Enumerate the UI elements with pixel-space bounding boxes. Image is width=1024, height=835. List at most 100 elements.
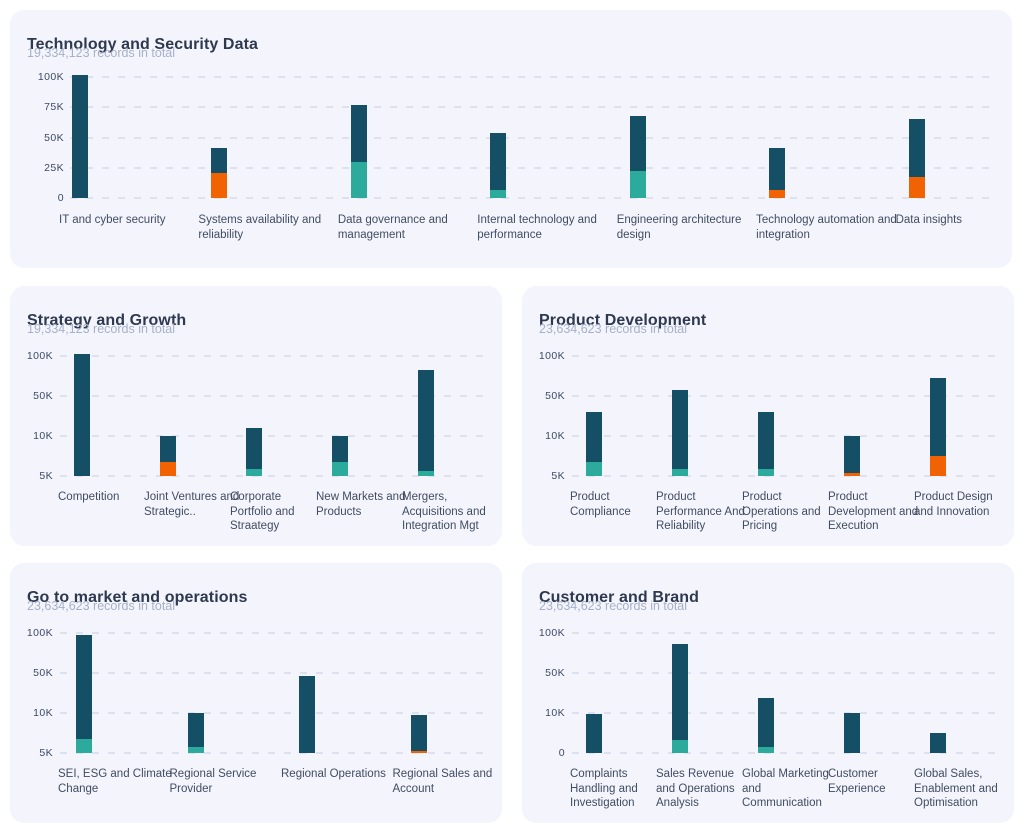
x-axis-category-label: Internal technology and performance bbox=[477, 214, 597, 241]
bar-segment[interactable] bbox=[769, 148, 786, 190]
bar-segment[interactable] bbox=[930, 378, 946, 456]
bar-segment[interactable] bbox=[490, 189, 507, 198]
bar-segment[interactable] bbox=[246, 468, 262, 476]
bar-segment[interactable] bbox=[160, 436, 176, 462]
bar-segment[interactable] bbox=[769, 189, 786, 198]
y-axis-tick-label: 50K bbox=[33, 667, 53, 679]
gridline bbox=[572, 395, 1002, 397]
bar-segment[interactable] bbox=[350, 161, 367, 198]
gridline bbox=[60, 752, 490, 754]
x-axis-category-label: Global Sales, Enablement and Optimisatio… bbox=[914, 768, 998, 810]
gridline bbox=[60, 395, 490, 397]
bar-segment[interactable] bbox=[211, 172, 228, 198]
bar-segment[interactable] bbox=[72, 74, 88, 198]
chart-subtitle: 23,634,623 records in total bbox=[539, 322, 688, 336]
bar-segment[interactable] bbox=[299, 676, 315, 753]
bar-segment[interactable] bbox=[76, 739, 92, 753]
x-axis-category-label: Complaints Handling and Investigation bbox=[570, 768, 638, 810]
gridline bbox=[572, 475, 1002, 477]
chart-plot-area: 5K 10K 50K 100K SEI, ESG and Climate Change R… bbox=[20, 563, 492, 823]
y-axis-tick-label: 100K bbox=[37, 71, 64, 83]
y-axis-tick-label: 10K bbox=[545, 707, 565, 719]
bar-segment[interactable] bbox=[758, 412, 774, 469]
bar-segment[interactable] bbox=[629, 171, 646, 198]
bar-segment[interactable] bbox=[160, 461, 176, 476]
bar-segment[interactable] bbox=[586, 714, 602, 753]
x-axis-category-label: Joint Ventures and Strategic.. bbox=[144, 491, 240, 518]
gridline bbox=[70, 106, 998, 109]
bar-segment[interactable] bbox=[758, 468, 774, 476]
chart-panel-technology-and-security-data: Technology and Security Data 19,334,123 … bbox=[10, 10, 1012, 268]
bar-segment[interactable] bbox=[586, 412, 602, 462]
gridline bbox=[60, 475, 490, 477]
y-axis-tick-label: 100K bbox=[26, 350, 53, 362]
bar-segment[interactable] bbox=[758, 746, 774, 753]
bar-segment[interactable] bbox=[672, 644, 688, 740]
bar-segment[interactable] bbox=[418, 471, 434, 476]
y-axis-tick-label: 50K bbox=[545, 390, 565, 402]
bar-segment[interactable] bbox=[410, 714, 427, 751]
y-axis-tick-label: 100K bbox=[538, 350, 565, 362]
y-axis-tick-label: 5K bbox=[39, 747, 53, 759]
bar-segment[interactable] bbox=[758, 698, 774, 747]
chart-panel-strategy-and-growth: Strategy and Growth 19,334,123 records i… bbox=[10, 286, 502, 546]
x-axis-category-label: Regional Service Provider bbox=[169, 768, 257, 795]
x-axis-category-label: Engineering architecture design bbox=[616, 214, 742, 241]
x-axis-category-label: Data insights bbox=[895, 214, 963, 226]
chart-subtitle: 19,334,123 records in total bbox=[27, 322, 176, 336]
chart-title: Technology and Security Data bbox=[27, 36, 258, 54]
x-axis-category-label: New Markets and Products bbox=[316, 491, 406, 518]
bar-segment[interactable] bbox=[672, 390, 688, 469]
y-axis-tick-label: 0 bbox=[558, 747, 565, 759]
bar-segment[interactable] bbox=[74, 353, 90, 476]
y-axis-tick-label: 75K bbox=[44, 101, 64, 114]
x-axis-category-label: SEI, ESG and Climate Change bbox=[58, 768, 172, 795]
chart-plot-area: 5K 10K 50K 100K Product Compliance Product Pe… bbox=[532, 286, 1002, 546]
gridline bbox=[572, 752, 1002, 754]
chart-subtitle: 23,634,623 records in total bbox=[27, 599, 176, 613]
y-axis-tick-label: 10K bbox=[545, 430, 565, 442]
gridline bbox=[60, 712, 490, 714]
bar-segment[interactable] bbox=[908, 119, 925, 178]
x-axis-category-label: Competition bbox=[58, 491, 120, 503]
x-axis-category-label: Product Development and Execution bbox=[828, 491, 919, 533]
bar-segment[interactable] bbox=[246, 428, 262, 469]
bar-segment[interactable] bbox=[332, 435, 348, 463]
x-axis-category-label: Regional Sales and Account bbox=[392, 768, 493, 795]
bar-segment[interactable] bbox=[418, 369, 434, 472]
chart-title: Go to market and operations bbox=[27, 589, 248, 607]
bar-segment[interactable] bbox=[930, 456, 946, 476]
x-axis-category-label: Technology automation and integration bbox=[756, 214, 897, 241]
bar-segment[interactable] bbox=[410, 750, 427, 753]
gridline bbox=[70, 76, 998, 78]
chart-title: Strategy and Growth bbox=[27, 312, 187, 330]
gridline bbox=[572, 355, 1002, 357]
gridline bbox=[572, 712, 1002, 714]
bar-segment[interactable] bbox=[187, 713, 204, 747]
gridline bbox=[572, 672, 1002, 674]
x-axis-category-label: Customer Experience bbox=[828, 768, 886, 795]
bar-segment[interactable] bbox=[490, 132, 507, 190]
bar-segment[interactable] bbox=[844, 472, 860, 476]
y-axis-tick-label: 10K bbox=[33, 707, 53, 719]
gridline bbox=[60, 435, 490, 437]
bar-segment[interactable] bbox=[844, 713, 860, 753]
gridline bbox=[572, 632, 1002, 634]
x-axis-category-label: Systems availability and reliability bbox=[198, 214, 322, 241]
bar-segment[interactable] bbox=[930, 733, 946, 753]
gridline bbox=[572, 435, 1002, 437]
x-axis-category-label: Mergers, Acquisitions and Integration Mg… bbox=[402, 491, 486, 533]
gridline bbox=[70, 136, 998, 139]
bar-segment[interactable] bbox=[672, 468, 688, 476]
bar-segment[interactable] bbox=[908, 177, 925, 198]
bar-segment[interactable] bbox=[844, 436, 860, 473]
bar-segment[interactable] bbox=[332, 462, 348, 476]
bar-segment[interactable] bbox=[76, 634, 92, 740]
bar-segment[interactable] bbox=[672, 739, 688, 753]
bar-segment[interactable] bbox=[629, 115, 646, 172]
bar-segment[interactable] bbox=[350, 104, 367, 162]
bar-segment[interactable] bbox=[211, 148, 228, 173]
bar-segment[interactable] bbox=[187, 746, 204, 753]
x-axis-category-label: Global Marketing and Communication bbox=[742, 768, 829, 810]
bar-segment[interactable] bbox=[586, 461, 602, 476]
